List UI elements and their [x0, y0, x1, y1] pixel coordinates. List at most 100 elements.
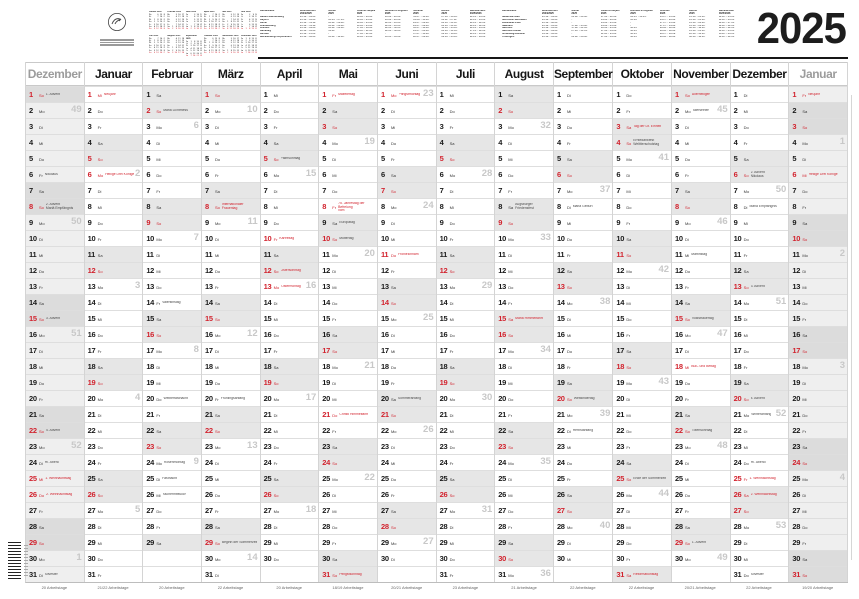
- day-cell: 26 So: [260, 486, 319, 502]
- day-number: 3: [439, 122, 444, 131]
- day-number: 30: [556, 554, 565, 563]
- weekday-abbr: So: [390, 300, 396, 306]
- holiday-label: 1. Advent: [691, 540, 707, 544]
- weekday-abbr: So: [508, 556, 514, 562]
- weekday-abbr: Sa: [802, 220, 808, 226]
- day-number: 17: [675, 346, 683, 355]
- ferien-date-range: 30.05.: [630, 27, 638, 30]
- day-cell: 28 Mi: [613, 518, 672, 534]
- day-number: 5: [733, 154, 738, 163]
- weekday-abbr: Mo: [743, 412, 750, 418]
- day-number: 23: [204, 442, 213, 451]
- day-number: 22: [322, 426, 331, 435]
- day-cell: 22 Mi: [260, 422, 319, 438]
- weekday-abbr: Mo: [39, 444, 45, 450]
- weekday-abbr: Mo: [449, 284, 456, 290]
- mini-calendar-week-line: Di 2 9 16 23 30: [240, 39, 257, 42]
- weekday-abbr: So: [390, 524, 396, 530]
- weekday-abbr: Fr: [626, 108, 631, 114]
- ferien-date-range: 14.04. - 25.04.: [600, 24, 617, 27]
- day-cell: 10 Fr: [436, 230, 495, 246]
- weekday-abbr: Fr: [214, 284, 219, 290]
- mini-calendar-week-line: Sa 1 8 15 22 29: [185, 26, 202, 29]
- day-number: 11: [146, 250, 154, 259]
- day-number: 13: [322, 282, 331, 291]
- month-header: Januar: [84, 62, 143, 86]
- weekday-abbr: Di: [39, 236, 43, 242]
- day-number: 19: [146, 378, 155, 387]
- ferien-date-range: 14.04. - 25.04.: [356, 24, 373, 27]
- weekday-abbr: Mo: [97, 284, 104, 290]
- weekday-abbr: Sa: [508, 92, 514, 98]
- weekday-abbr: Fr: [97, 236, 102, 242]
- weekday-abbr: Sa: [273, 476, 279, 482]
- day-cell: 10 Di: [26, 230, 84, 246]
- ferien-date-range: 03.02. - 08.02.: [328, 21, 345, 24]
- day-number: 4: [498, 138, 503, 147]
- mini-calendar-week-line: Di 7 14 21 28: [149, 16, 166, 19]
- weekday-abbr: Do: [273, 444, 279, 450]
- day-cell: 22 Fr: [789, 422, 847, 438]
- weekday-abbr: Do: [449, 332, 455, 338]
- day-number: 18: [733, 362, 742, 371]
- day-number: 1: [322, 90, 327, 99]
- weekday-abbr: Do: [156, 284, 162, 290]
- day-number: 5: [498, 154, 503, 163]
- ferien-date-range: 14.04. - 25.04.: [356, 21, 373, 24]
- weekday-abbr: Di: [390, 108, 395, 114]
- day-number: 25: [733, 474, 742, 483]
- print-vertical-micro-text: [24, 545, 28, 577]
- day-number: 2: [263, 106, 268, 115]
- weekday-abbr: Mo: [685, 108, 691, 114]
- day-cell: 30 Fr: [613, 550, 672, 566]
- day-number: 3: [380, 122, 385, 131]
- mini-calendar-title: April 2025: [204, 11, 215, 13]
- weekday-abbr: Sa: [156, 92, 162, 98]
- day-number: 22: [616, 426, 625, 435]
- weekday-abbr: Mo: [97, 508, 104, 514]
- day-cell: [553, 566, 613, 582]
- weekday-abbr: Di: [566, 316, 571, 322]
- day-cell: 17 Di: [672, 342, 730, 358]
- holiday-label: Ostersonntag: [280, 268, 301, 272]
- day-cell: 4 Mi: [26, 134, 84, 150]
- weekday-abbr: Mo: [156, 460, 162, 466]
- weekday-abbr: Mi: [390, 236, 396, 242]
- weekday-abbr: Sa: [156, 540, 162, 546]
- day-number: 28: [29, 522, 37, 531]
- day-cell: 12 Mi: [143, 262, 201, 278]
- weekday-abbr: So: [390, 188, 396, 194]
- day-number: 11: [556, 250, 565, 259]
- day-cell: 26 Di: [319, 486, 377, 502]
- weekday-abbr: Fr: [390, 380, 395, 386]
- weekday-abbr: Fr: [685, 284, 689, 290]
- school-holidays-table-2: Bundesland Weihnachten 2024/2025 Winter 20…: [502, 10, 748, 58]
- week-number: 33: [540, 232, 551, 243]
- weekday-abbr: Do: [626, 540, 632, 546]
- day-cell: 23 Do: [436, 438, 495, 454]
- day-cell: 19 Fr: [377, 374, 436, 390]
- day-cell: 23 Di: [377, 438, 436, 454]
- day-number: 7: [498, 186, 503, 195]
- weekday-abbr: Mo: [156, 236, 162, 242]
- ferien-date-range: -: [571, 18, 573, 21]
- day-cell: 21 So: [377, 406, 436, 422]
- weekday-abbr: Mo: [685, 444, 691, 450]
- month-column-6: Juni 1 Mo Pfingstmontag 23 2 Di 3 Mi 4 Do 5 Fr 6 Sa 7 So…: [377, 62, 437, 582]
- mini-calendar-week-line: Mo 1 8 15 22 29: [185, 40, 202, 43]
- day-number: 11: [733, 250, 742, 259]
- weekday-abbr: Mi: [214, 252, 220, 258]
- weekday-abbr: Mo: [802, 140, 808, 146]
- weekday-abbr: Mo: [449, 508, 456, 514]
- day-number: 20: [322, 394, 331, 403]
- day-number: 3: [29, 122, 33, 131]
- weekday-abbr: Fr: [332, 316, 337, 322]
- mini-calendar-week-line: Mi 1 8 15 22 29: [149, 18, 166, 21]
- weekday-abbr: Mi: [39, 252, 44, 258]
- weekday-abbr: Fr: [273, 236, 278, 242]
- day-number: 15: [322, 314, 331, 323]
- day-cell: 29 Fr: [319, 534, 377, 550]
- mini-calendar-week-line: Sa 2 9 16 23 30: [167, 49, 184, 52]
- holiday-label: Mariä Empfängnis: [749, 204, 777, 208]
